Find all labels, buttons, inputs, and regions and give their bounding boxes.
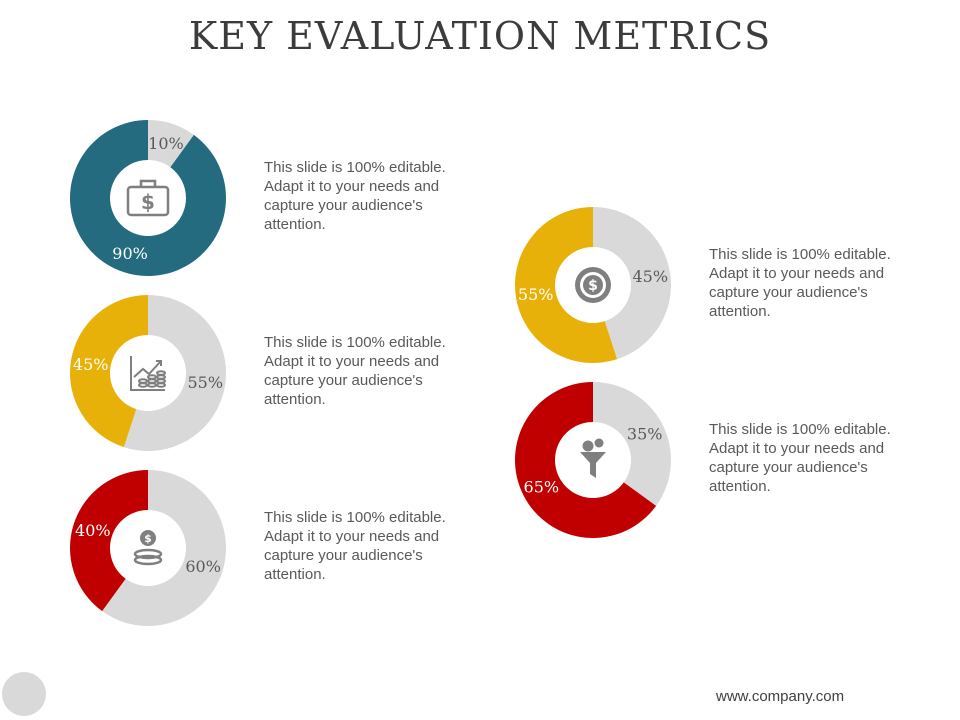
donut-5-label-1: 35% [627, 425, 663, 444]
donut-3-label-2: 40% [75, 521, 111, 540]
donut-4-label-1: 45% [633, 267, 669, 286]
description-2: This slide is 100% editable. Adapt it to… [264, 334, 446, 408]
donut-2-segment-1 [123, 295, 227, 451]
donut-4-label-2: 55% [518, 285, 554, 304]
growth-chart-icon [130, 356, 166, 391]
donut-chart-2: 55% 45% [68, 293, 228, 453]
dollar-coin-icon: $ [575, 267, 611, 303]
donut-5-segment-1 [593, 382, 671, 506]
svg-text:$: $ [144, 532, 152, 545]
corner-circle-decoration [2, 672, 46, 716]
money-bag-icon: $ [126, 179, 170, 217]
donut-4-segment-1 [593, 207, 671, 360]
svg-text:$: $ [588, 278, 598, 294]
donut-1-label-1: 10% [148, 134, 184, 153]
donut-chart-1: $ 10% 90% [68, 118, 228, 278]
money-funnel-icon [580, 438, 606, 478]
svg-text:$: $ [141, 190, 155, 214]
donut-3-segment-2 [70, 470, 148, 612]
donut-2-label-1: 55% [188, 373, 224, 392]
description-5: This slide is 100% editable. Adapt it to… [709, 421, 891, 495]
donut-2-segment-2 [70, 295, 148, 448]
donut-3-segment-1 [102, 470, 227, 626]
donut-3-label-1: 60% [185, 557, 221, 576]
donut-5-label-2: 65% [524, 477, 560, 496]
description-3: This slide is 100% editable. Adapt it to… [264, 509, 446, 583]
donut-2-label-2: 45% [73, 355, 109, 374]
donut-chart-5: 35% 65% [513, 380, 673, 540]
page-title: KEY EVALUATION METRICS [188, 14, 772, 58]
donut-chart-4: $ 45% 55% [513, 205, 673, 365]
donut-5-segment-2 [515, 382, 657, 538]
donut-1-label-2: 90% [112, 244, 148, 263]
donut-4-segment-2 [515, 207, 618, 363]
donut-chart-3: $ 60% 40% [68, 468, 228, 628]
description-4: This slide is 100% editable. Adapt it to… [709, 246, 891, 320]
donut-1-segment-2 [70, 120, 226, 276]
description-1: This slide is 100% editable. Adapt it to… [264, 159, 446, 233]
donut-1-segment-1 [148, 120, 194, 168]
footer-url: www.company.com [716, 688, 845, 705]
coin-stack-icon: $ [133, 530, 163, 566]
